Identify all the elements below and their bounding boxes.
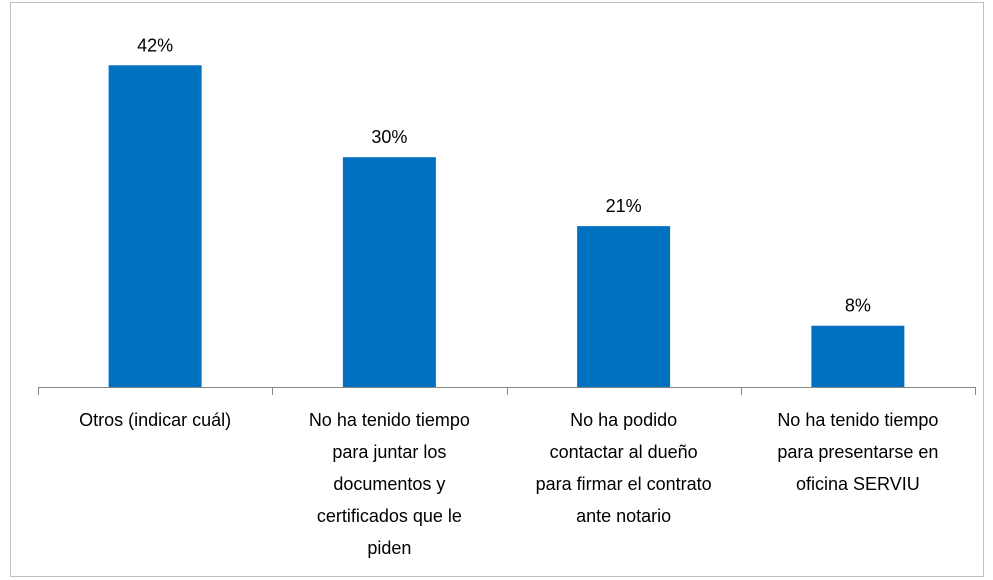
x-tick-label: No ha tenido tiempo para presentarse en … (777, 410, 939, 494)
x-tick-label: No ha tenido tiempo para juntar los docu… (308, 410, 470, 558)
bar (108, 65, 202, 387)
data-label: 42% (137, 35, 173, 55)
x-tick-label: Otros (indicar cuál) (79, 410, 232, 430)
data-label: 8% (845, 296, 871, 316)
bar (577, 226, 671, 387)
bar (342, 157, 436, 387)
data-label: 30% (371, 127, 407, 147)
data-label: 21% (606, 196, 642, 216)
bar (811, 325, 905, 387)
x-tick-label: No ha podido contactar al dueño para fir… (535, 410, 712, 526)
